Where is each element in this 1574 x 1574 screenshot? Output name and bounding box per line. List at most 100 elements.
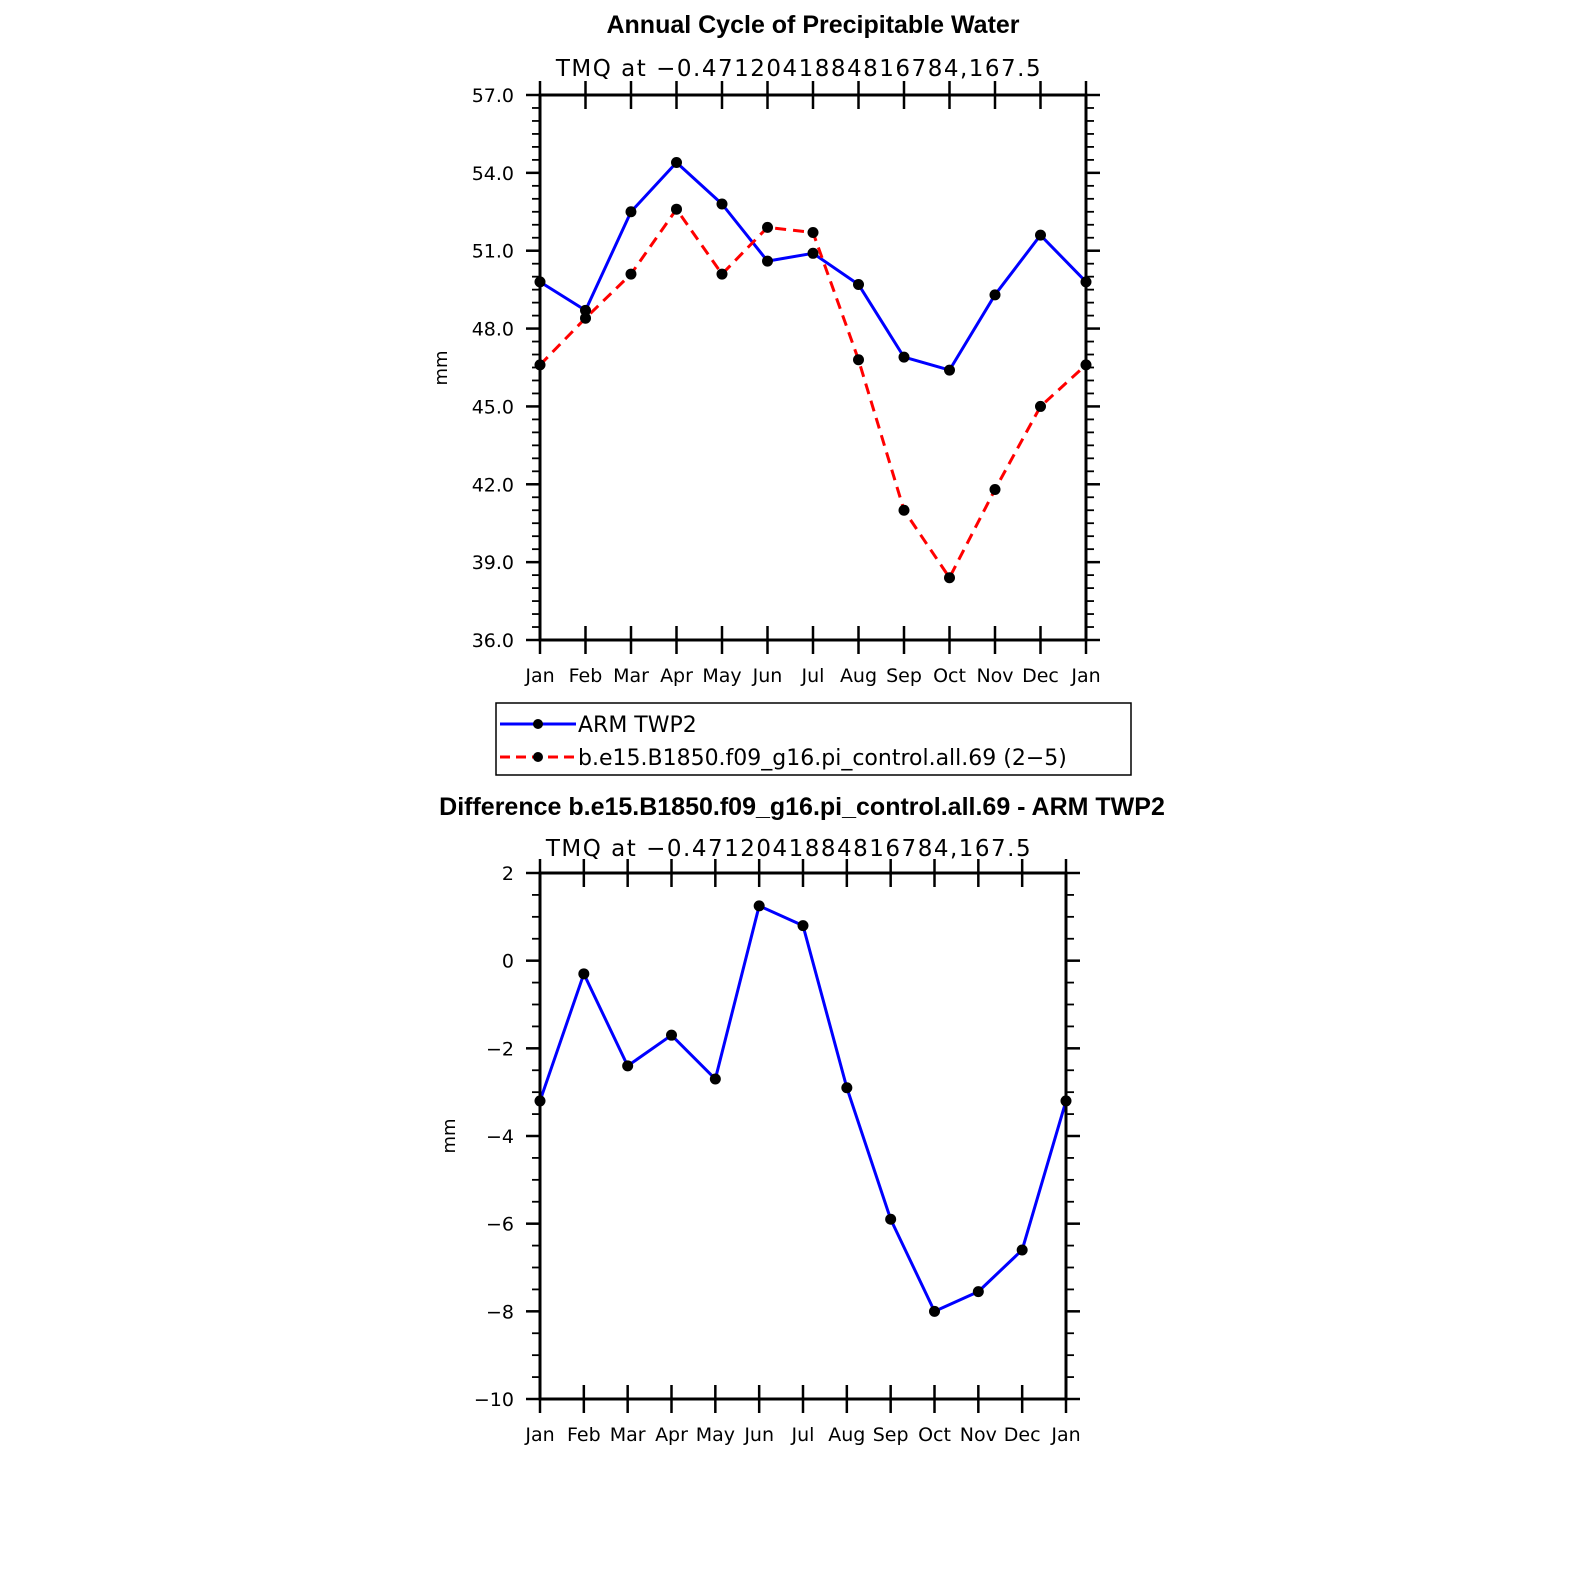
data-point bbox=[625, 206, 637, 218]
data-point bbox=[709, 1073, 721, 1085]
data-point bbox=[671, 156, 682, 168]
chart-subtitle: TMQ at −0.4712041884816784,167.5 bbox=[555, 56, 1042, 82]
data-point bbox=[807, 227, 819, 239]
data-point bbox=[762, 255, 773, 267]
data-point bbox=[989, 483, 1001, 495]
x-tick-label: Jan bbox=[1070, 665, 1100, 687]
legend-label-model: b.e15.B1850.f09_g16.pi_control.all.69 (2… bbox=[578, 746, 1067, 771]
x-tick-label: Feb bbox=[569, 665, 603, 687]
y-axis-label: mm bbox=[431, 350, 452, 385]
data-point bbox=[898, 504, 910, 516]
x-tick-label: Oct bbox=[918, 1424, 951, 1446]
legend-marker-arm bbox=[533, 719, 543, 729]
x-tick-label: Mar bbox=[610, 1424, 646, 1446]
x-tick-label: Jan bbox=[1050, 1424, 1080, 1446]
data-point bbox=[989, 289, 1001, 301]
data-point bbox=[1016, 1244, 1028, 1256]
x-tick-label: Feb bbox=[567, 1424, 601, 1446]
x-tick-label: May bbox=[696, 1424, 735, 1446]
x-tick-label: Nov bbox=[960, 1424, 997, 1446]
data-point bbox=[853, 278, 864, 290]
x-tick-label: Jul bbox=[791, 1424, 815, 1446]
series-line-1 bbox=[538, 207, 1088, 580]
data-point bbox=[807, 247, 819, 259]
x-tick-label: May bbox=[702, 665, 741, 687]
y-tick-label: 0 bbox=[502, 951, 514, 973]
data-point bbox=[716, 198, 728, 210]
tick-marks bbox=[526, 81, 1100, 654]
data-point bbox=[1035, 229, 1046, 241]
x-tick-label: Sep bbox=[886, 665, 922, 687]
data-point bbox=[944, 572, 955, 584]
data-point bbox=[853, 354, 864, 366]
x-tick-label: Aug bbox=[840, 665, 877, 687]
series-line-0 bbox=[539, 160, 1088, 372]
x-tick-label: Aug bbox=[828, 1424, 865, 1446]
difference-panel: Difference b.e15.B1850.f09_g16.pi_contro… bbox=[439, 793, 1165, 1446]
x-tick-label: Sep bbox=[873, 1424, 909, 1446]
plot-frame bbox=[538, 93, 1088, 642]
x-tick-label: Jan bbox=[524, 1424, 554, 1446]
y-tick-label: 51.0 bbox=[472, 241, 514, 263]
chart-title: Annual Cycle of Precipitable Water bbox=[606, 11, 1019, 39]
legend-label-arm: ARM TWP2 bbox=[578, 713, 697, 738]
data-point bbox=[716, 268, 728, 280]
y-tick-label: 2 bbox=[502, 863, 514, 885]
y-tick-label: −8 bbox=[486, 1301, 514, 1323]
data-point bbox=[580, 304, 591, 316]
y-tick-label: 45.0 bbox=[472, 396, 514, 418]
legend-box bbox=[495, 702, 1132, 776]
x-tick-label: Oct bbox=[933, 665, 966, 687]
data-point bbox=[841, 1082, 853, 1094]
x-tick-labels: Jan Feb Mar Apr May Jun Jul Aug Sep Oct Nov Dec Jan bbox=[524, 665, 1100, 687]
data-point bbox=[671, 203, 682, 215]
y-tick-label: 39.0 bbox=[472, 552, 514, 574]
data-point bbox=[898, 351, 910, 363]
y-tick-label: −4 bbox=[486, 1126, 514, 1148]
data-point bbox=[578, 968, 590, 980]
data-point bbox=[622, 1060, 634, 1072]
data-point bbox=[625, 268, 637, 280]
tick-marks bbox=[526, 859, 1080, 1413]
legend: ARM TWP2 b.e15.B1850.f09_g16.pi_control.… bbox=[495, 702, 1132, 776]
x-tick-label: Jun bbox=[752, 665, 783, 687]
legend-marker-model bbox=[533, 752, 543, 762]
y-tick-labels: 36.0 39.0 42.0 45.0 48.0 51.0 54.0 57.0 bbox=[472, 85, 514, 652]
plot-frame bbox=[538, 871, 1068, 1401]
data-point bbox=[580, 312, 591, 324]
y-tick-label: 54.0 bbox=[472, 163, 514, 185]
y-tick-label: 36.0 bbox=[472, 630, 514, 652]
x-tick-label: Jun bbox=[743, 1424, 774, 1446]
series-lines bbox=[534, 156, 1092, 584]
y-tick-label: −2 bbox=[486, 1038, 514, 1060]
y-tick-label: 42.0 bbox=[472, 474, 514, 496]
chart-title: Difference b.e15.B1850.f09_g16.pi_contro… bbox=[439, 793, 1165, 821]
series-line-0 bbox=[538, 904, 1068, 1313]
x-tick-label: Jul bbox=[801, 665, 825, 687]
data-point bbox=[1035, 400, 1046, 412]
y-tick-labels: −10 −8 −6 −4 −2 0 2 bbox=[474, 863, 514, 1411]
y-axis-label: mm bbox=[439, 1118, 460, 1153]
annual-cycle-panel: Annual Cycle of Precipitable Water TMQ a… bbox=[431, 11, 1132, 776]
data-point bbox=[753, 900, 765, 912]
y-tick-label: 48.0 bbox=[472, 319, 514, 341]
x-tick-label: Nov bbox=[976, 665, 1013, 687]
data-point bbox=[944, 364, 955, 376]
x-tick-label: Dec bbox=[1022, 665, 1059, 687]
series-lines bbox=[534, 900, 1072, 1317]
x-tick-label: Mar bbox=[613, 665, 649, 687]
x-tick-label: Apr bbox=[660, 665, 693, 687]
x-tick-label: Dec bbox=[1004, 1424, 1041, 1446]
y-tick-label: −10 bbox=[474, 1389, 514, 1411]
x-tick-labels: Jan Feb Mar Apr May Jun Jul Aug Sep Oct Nov Dec Jan bbox=[524, 1424, 1080, 1446]
data-point bbox=[929, 1305, 940, 1317]
y-tick-label: −6 bbox=[486, 1214, 514, 1236]
y-tick-label: 57.0 bbox=[472, 85, 514, 107]
data-point bbox=[972, 1286, 984, 1298]
data-point bbox=[666, 1029, 677, 1041]
x-tick-label: Jan bbox=[524, 665, 554, 687]
chart-subtitle: TMQ at −0.4712041884816784,167.5 bbox=[545, 836, 1032, 862]
data-point bbox=[797, 920, 809, 932]
x-tick-label: Apr bbox=[655, 1424, 688, 1446]
